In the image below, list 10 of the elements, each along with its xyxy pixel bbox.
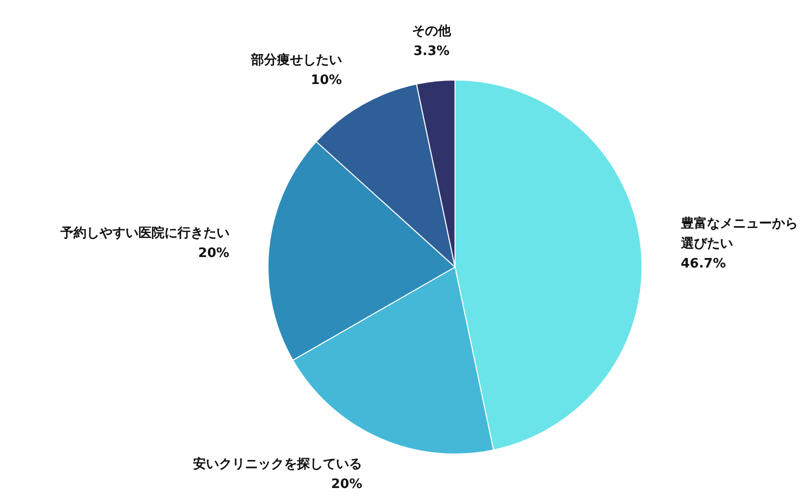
- data-label: 46.7%: [680, 256, 726, 272]
- data-label: 10%: [310, 72, 342, 88]
- slice-label: 部分痩せしたい: [250, 52, 342, 68]
- data-label: 20%: [198, 245, 230, 260]
- data-label: 3.3%: [413, 44, 450, 59]
- slice-label: その他: [412, 24, 452, 39]
- slice-label: 安いクリニックを探している: [193, 456, 362, 472]
- slice-label: 予約しやすい医院に行きたい: [59, 224, 230, 240]
- data-label: 20%: [331, 476, 362, 492]
- slice-label: 豊富なメニューから選びたい: [680, 215, 798, 252]
